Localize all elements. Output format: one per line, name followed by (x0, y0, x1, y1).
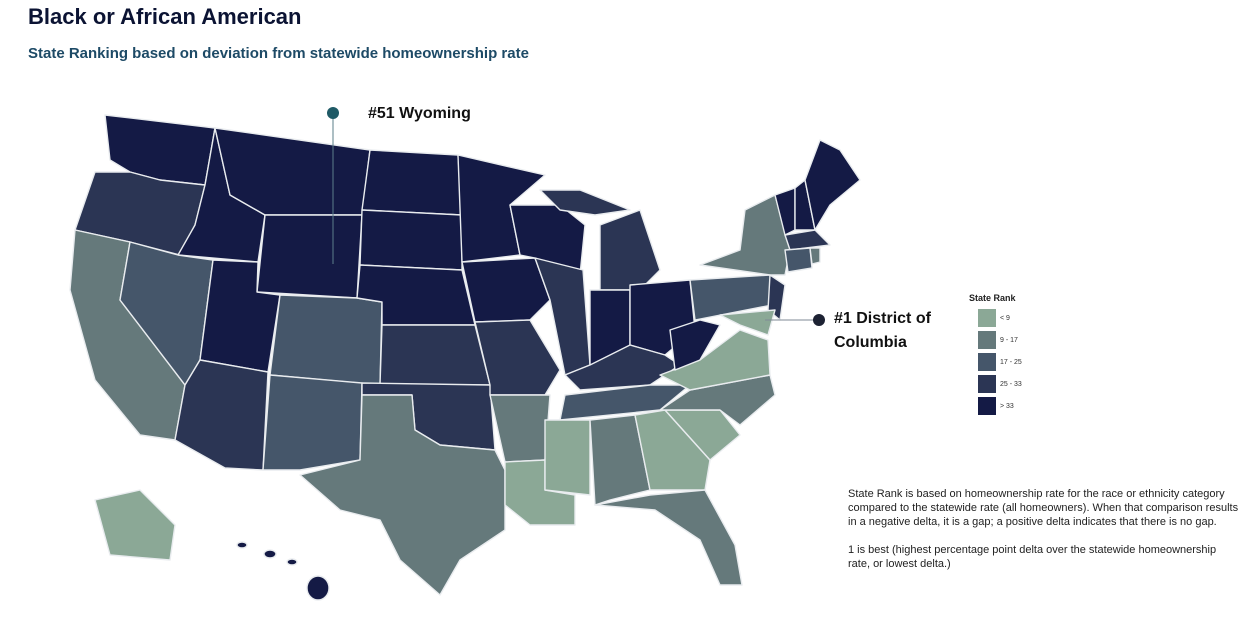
state (634, 409, 711, 491)
legend-swatch (978, 353, 996, 371)
state (263, 549, 277, 559)
legend-swatch (978, 309, 996, 327)
state (256, 214, 363, 299)
marker (327, 107, 339, 119)
state (544, 419, 591, 496)
legend-swatch (978, 375, 996, 393)
state (269, 294, 383, 386)
annotation: #51 Wyoming (368, 105, 471, 122)
notes: State Rank is based on homeownership rat… (848, 487, 1240, 585)
state (461, 257, 551, 323)
state (236, 541, 248, 549)
legend-swatch (978, 331, 996, 349)
state (539, 189, 631, 216)
state (599, 209, 661, 291)
state (699, 194, 791, 276)
state (564, 344, 681, 391)
state (719, 309, 776, 336)
state (379, 324, 491, 386)
state (299, 394, 506, 596)
state (669, 319, 721, 371)
state (809, 247, 821, 265)
legend-label: 25 - 33 (1000, 381, 1022, 388)
legend-label: < 9 (1000, 315, 1010, 322)
title: Black or African American (28, 4, 302, 29)
state (174, 359, 269, 471)
state (559, 384, 691, 421)
state (359, 209, 463, 271)
state (784, 247, 813, 273)
annotation: #1 District of (834, 310, 932, 327)
state (784, 229, 831, 251)
state (589, 414, 651, 506)
legend-label: 9 - 17 (1000, 337, 1018, 344)
state (306, 575, 330, 601)
states (69, 114, 861, 601)
legend-label: > 33 (1000, 403, 1014, 410)
overlay: #51 Wyoming #1 District of Columbia State R… (327, 105, 1022, 415)
state (94, 489, 176, 561)
marker (813, 314, 825, 326)
state (286, 558, 298, 566)
state (489, 394, 551, 463)
note: State Rank is based on homeownership rat… (848, 488, 1239, 528)
legend-title: State Rank (969, 293, 1017, 303)
subtitle: State Ranking based on deviation from st… (28, 45, 529, 62)
state (262, 374, 363, 471)
state (804, 139, 861, 231)
annotation: Columbia (834, 334, 907, 351)
legend-label: 17 - 25 (1000, 359, 1022, 366)
state (361, 149, 463, 216)
state (594, 489, 743, 586)
note: 1 is best (highest percentage point delt… (848, 544, 1217, 570)
legend-swatch (978, 397, 996, 415)
